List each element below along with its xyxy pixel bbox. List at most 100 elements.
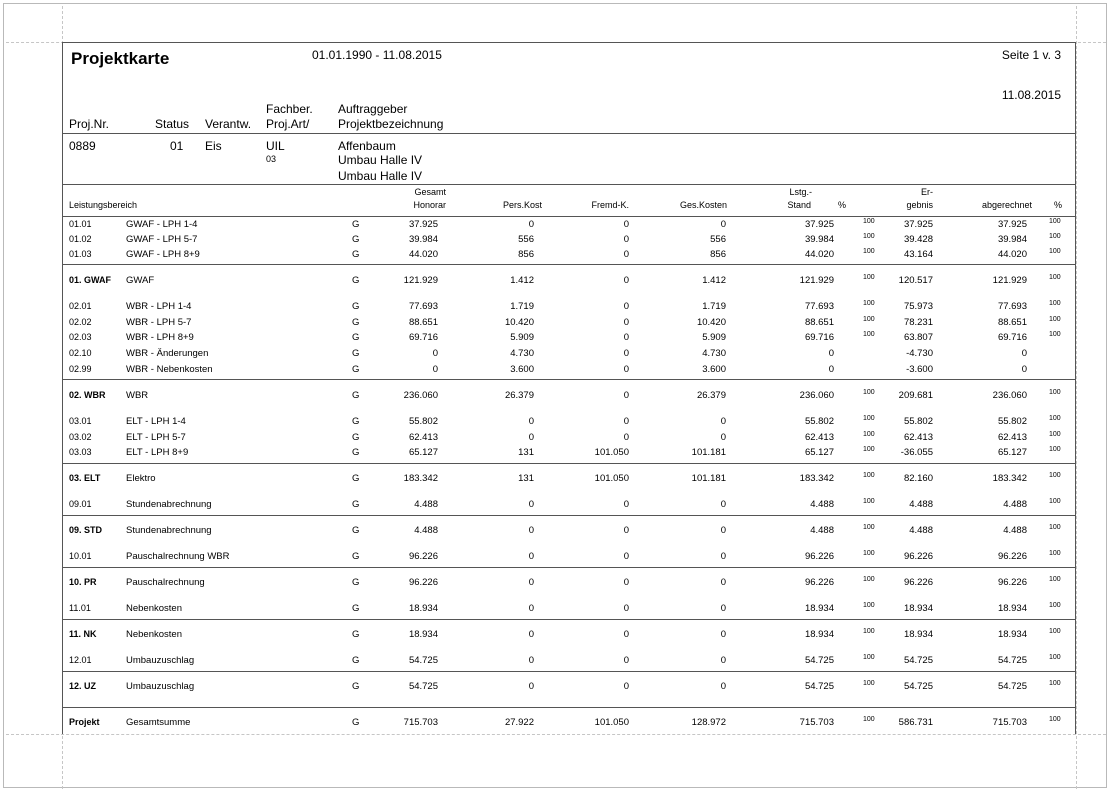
th-abgerechnet: abgerechnet — [981, 200, 1032, 210]
cell-ges-kosten: 0 — [720, 629, 726, 640]
cell-name: WBR - LPH 1-4 — [126, 301, 192, 312]
cell-ges-kosten: 0 — [720, 432, 726, 443]
cell-honorar: 54.725 — [408, 681, 438, 692]
col-status: Status — [155, 117, 190, 131]
cell-ergebnis: -3.600 — [906, 364, 933, 375]
cell-name: GWAF - LPH 5-7 — [126, 234, 198, 245]
page-title: Projektkarte — [71, 49, 170, 68]
cell-ergebnis: 54.725 — [903, 681, 933, 692]
cell-percent-stand: 100 — [863, 431, 875, 438]
cell-pers-kost: 856 — [518, 249, 534, 260]
th-fremd-k: Fremd-K. — [591, 200, 629, 210]
cell-ergebnis: 4.488 — [909, 525, 933, 536]
cell-fremd-k: 101.050 — [594, 447, 629, 458]
cell-abgerechnet: 96.226 — [997, 577, 1027, 588]
group-rule — [62, 671, 1076, 672]
cell-fremd-k: 0 — [623, 219, 629, 230]
cell-ergebnis: 209.681 — [898, 390, 933, 401]
cell-code: 09. STD — [69, 525, 103, 535]
th-gebnis: gebnis — [906, 200, 933, 210]
cell-name: Nebenkosten — [126, 603, 182, 614]
cell-pers-kost: 556 — [518, 234, 534, 245]
project-name-2: Umbau Halle IV — [338, 169, 423, 183]
cell-ergebnis: 120.517 — [898, 275, 933, 286]
cell-fremd-k: 0 — [623, 525, 629, 536]
cell-ges-kosten: 1.719 — [702, 301, 726, 312]
cell-stand: 0 — [828, 364, 834, 375]
cell-fremd-k: 101.050 — [594, 473, 629, 484]
cell-pers-kost: 0 — [528, 551, 534, 562]
cell-name: Umbauzuschlag — [126, 681, 195, 692]
th-pers-kost: Pers.Kost — [502, 200, 542, 210]
project-fachber: UIL — [266, 139, 285, 153]
cell-stand: 183.342 — [799, 473, 834, 484]
cell-fremd-k: 0 — [623, 301, 629, 312]
cell-percent-stand: 100 — [863, 300, 875, 307]
cell-percent-stand: 100 — [863, 415, 875, 422]
cell-g: G — [352, 301, 360, 312]
cell-percent-abgerechnet: 100 — [1049, 498, 1061, 505]
cell-fremd-k: 0 — [623, 234, 629, 245]
cell-ergebnis: 96.226 — [903, 577, 933, 588]
table-header-rule — [62, 216, 1076, 217]
cell-abgerechnet: 121.929 — [992, 275, 1027, 286]
cell-pers-kost: 3.600 — [510, 364, 534, 375]
cell-fremd-k: 0 — [623, 364, 629, 375]
cell-abgerechnet: 4.488 — [1003, 525, 1027, 536]
cell-code: 01.03 — [69, 249, 92, 259]
cell-percent-stand: 100 — [863, 389, 875, 396]
cell-percent-stand: 100 — [863, 524, 875, 531]
cell-name: WBR - LPH 5-7 — [126, 317, 192, 328]
cell-ges-kosten: 4.730 — [702, 348, 726, 359]
cell-code: Projekt — [69, 717, 100, 727]
th-leistungsbereich: Leistungsbereich — [69, 200, 138, 210]
cell-ges-kosten: 0 — [720, 681, 726, 692]
cell-name: ELT - LPH 5-7 — [126, 432, 186, 443]
cell-abgerechnet: 65.127 — [997, 447, 1027, 458]
cell-ergebnis: 82.160 — [903, 473, 933, 484]
cell-stand: 54.725 — [804, 681, 834, 692]
cell-ges-kosten: 556 — [710, 234, 726, 245]
cell-g: G — [352, 364, 360, 375]
cell-name: GWAF - LPH 8+9 — [126, 249, 200, 260]
cell-stand: 4.488 — [810, 525, 834, 536]
cell-name: WBR — [126, 390, 149, 401]
col-fachber: Fachber. — [266, 102, 313, 116]
margin-guide-right — [1076, 6, 1077, 789]
cell-pers-kost: 0 — [528, 219, 534, 230]
cell-stand: 77.693 — [804, 301, 834, 312]
cell-abgerechnet: 62.413 — [997, 432, 1027, 443]
cell-honorar: 0 — [432, 364, 438, 375]
cell-ges-kosten: 0 — [720, 219, 726, 230]
cell-percent-abgerechnet: 100 — [1049, 389, 1061, 396]
cell-pers-kost: 27.922 — [504, 717, 534, 728]
cell-code: 01.02 — [69, 234, 92, 244]
cell-percent-abgerechnet: 100 — [1049, 654, 1061, 661]
cell-honorar: 54.725 — [408, 655, 438, 666]
cell-pers-kost: 131 — [518, 447, 534, 458]
cell-stand: 62.413 — [804, 432, 834, 443]
cell-percent-stand: 100 — [863, 331, 875, 338]
cell-honorar: 44.020 — [408, 249, 438, 260]
cell-honorar: 39.984 — [408, 234, 438, 245]
cell-honorar: 96.226 — [408, 551, 438, 562]
cell-honorar: 121.929 — [403, 275, 438, 286]
cell-ges-kosten: 5.909 — [702, 332, 726, 343]
cell-ergebnis: -4.730 — [906, 348, 933, 359]
cell-abgerechnet: 236.060 — [992, 390, 1027, 401]
cell-ges-kosten: 0 — [720, 499, 726, 510]
cell-abgerechnet: 88.651 — [997, 317, 1027, 328]
cell-fremd-k: 0 — [623, 416, 629, 427]
cell-code: 11. NK — [69, 629, 97, 639]
cell-name: Stundenabrechnung — [126, 525, 212, 536]
cell-pers-kost: 26.379 — [504, 390, 534, 401]
cell-percent-abgerechnet: 100 — [1049, 274, 1061, 281]
cell-name: ELT - LPH 1-4 — [126, 416, 186, 427]
cell-honorar: 4.488 — [414, 499, 438, 510]
cell-g: G — [352, 275, 360, 286]
cell-pers-kost: 131 — [518, 473, 534, 484]
cell-code: 01.01 — [69, 219, 92, 229]
cell-percent-abgerechnet: 100 — [1049, 415, 1061, 422]
cell-fremd-k: 0 — [623, 551, 629, 562]
cell-ergebnis: 4.488 — [909, 499, 933, 510]
